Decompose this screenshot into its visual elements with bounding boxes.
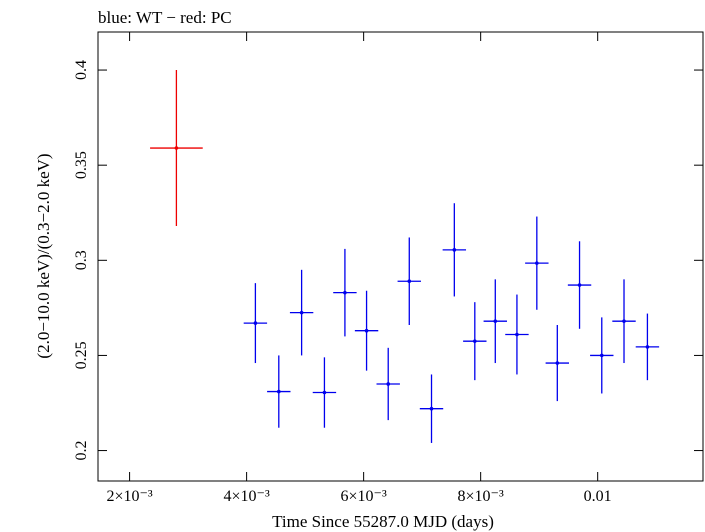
x-tick-label: 6×10⁻³ — [341, 488, 387, 505]
point-marker — [599, 353, 604, 358]
point-marker — [535, 261, 539, 265]
y-axis-label: (2.0−10.0 keV)/(0.3−2.0 keV) — [34, 153, 53, 358]
data-point — [150, 70, 203, 227]
point-marker — [343, 290, 347, 295]
point-marker — [622, 319, 626, 323]
point-marker — [577, 283, 582, 287]
series-pc — [150, 70, 203, 227]
data-point — [243, 283, 268, 364]
series-wt — [243, 203, 660, 443]
y-tick-label: 0.35 — [73, 151, 90, 179]
y-tick-label: 0.25 — [73, 341, 90, 369]
data-point — [635, 313, 660, 381]
data-point — [590, 317, 614, 394]
x-tick-label: 2×10⁻³ — [106, 488, 152, 505]
data-point — [312, 357, 337, 428]
plot-area — [150, 70, 660, 443]
data-point — [525, 216, 549, 310]
y-tick-label: 0.3 — [73, 250, 90, 270]
data-point — [545, 324, 570, 402]
data-point — [354, 290, 379, 371]
point-marker — [253, 321, 258, 325]
data-point — [376, 347, 400, 421]
plot-frame — [97, 31, 704, 482]
data-point — [333, 248, 357, 337]
point-marker — [407, 279, 412, 284]
point-marker — [515, 332, 519, 337]
data-point — [483, 279, 507, 364]
chart-title: blue: WT − red: PC — [98, 8, 232, 27]
data-point — [419, 374, 444, 443]
data-point — [289, 269, 314, 356]
point-marker — [386, 382, 391, 386]
point-marker — [174, 146, 179, 150]
data-point — [463, 302, 487, 381]
x-axis-label: Time Since 55287.0 MJD (days) — [272, 512, 494, 531]
data-point — [267, 355, 291, 428]
point-marker — [555, 361, 560, 365]
point-marker — [429, 406, 434, 411]
x-tick-label: 4×10⁻³ — [223, 488, 269, 505]
y-tick-label: 0.4 — [73, 60, 90, 80]
point-marker — [276, 389, 281, 394]
data-point — [567, 241, 592, 329]
point-marker — [493, 319, 498, 323]
x-tick-label: 8×10⁻³ — [458, 488, 504, 505]
point-marker — [452, 248, 457, 252]
point-marker — [299, 310, 304, 315]
x-axis: 2×10⁻³ 4×10⁻³ 6×10⁻³ 8×10⁻³ 0.01 — [106, 32, 612, 505]
y-axis: 0.2 0.25 0.3 0.35 0.4 — [73, 60, 703, 461]
data-point — [612, 279, 636, 364]
y-tick-label: 0.2 — [73, 441, 90, 461]
data-point — [505, 294, 529, 375]
point-marker — [473, 339, 477, 343]
x-tick-label: 0.01 — [584, 488, 612, 505]
data-point — [397, 237, 421, 325]
data-point — [442, 203, 467, 297]
point-marker — [322, 390, 327, 395]
point-marker — [645, 345, 650, 349]
point-marker — [364, 328, 369, 333]
